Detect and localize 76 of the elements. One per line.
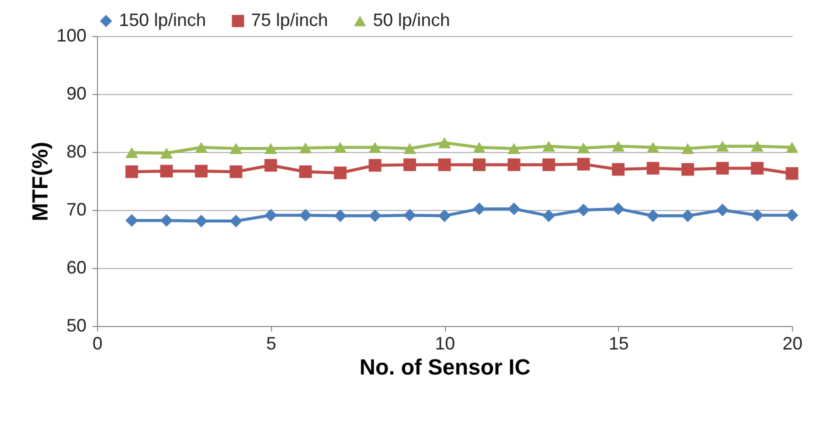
- point: [716, 204, 729, 216]
- point: [472, 158, 486, 172]
- point: [194, 214, 208, 228]
- point: [750, 140, 764, 152]
- point: [368, 159, 382, 172]
- point: [403, 143, 416, 154]
- point: [160, 148, 173, 159]
- point: [716, 162, 729, 175]
- point: [334, 166, 347, 180]
- point: [160, 214, 173, 227]
- x-axis-title: No. of Sensor IC: [359, 354, 531, 380]
- point: [299, 208, 312, 222]
- point: [577, 142, 590, 154]
- point: [230, 214, 242, 228]
- point: [646, 142, 660, 153]
- point: [612, 163, 625, 176]
- point: [334, 142, 347, 153]
- x-tick-label: 0: [92, 334, 103, 354]
- point: [403, 158, 416, 172]
- point: [786, 208, 798, 222]
- point: [264, 159, 278, 172]
- point: [612, 202, 625, 216]
- legend-label: 150 lp/inch: [119, 10, 206, 30]
- point: [194, 142, 208, 153]
- point: [160, 164, 173, 178]
- point: [646, 209, 660, 222]
- y-tick-label: 70: [66, 200, 86, 220]
- x-tick-label: 5: [266, 334, 276, 354]
- point: [368, 142, 382, 153]
- point: [230, 165, 242, 178]
- point: [508, 143, 520, 154]
- point: [508, 158, 520, 172]
- point: [472, 202, 486, 216]
- point: [125, 165, 138, 178]
- point: [750, 208, 764, 222]
- y-axis-title: MTF(%): [27, 142, 52, 222]
- point: [612, 140, 625, 152]
- y-tick-label: 60: [66, 258, 86, 278]
- point: [194, 164, 208, 178]
- x-tick-label: 15: [608, 334, 629, 354]
- point: [472, 142, 486, 153]
- y-tick-label: 80: [66, 142, 86, 162]
- y-tick-label: 100: [56, 26, 86, 46]
- point: [542, 140, 556, 152]
- point: [681, 143, 694, 154]
- point: [299, 165, 312, 178]
- point: [438, 137, 451, 148]
- point: [681, 163, 694, 176]
- y-tick-label: 50: [66, 316, 86, 336]
- point: [438, 158, 451, 172]
- point: [125, 147, 138, 158]
- legend-label: 75 lp/inch: [251, 10, 328, 30]
- point: [299, 142, 312, 154]
- point: [264, 143, 278, 154]
- point: [577, 158, 590, 171]
- point: [646, 162, 660, 175]
- point: [508, 202, 520, 216]
- point: [264, 208, 278, 222]
- point: [786, 142, 798, 153]
- x-tick-label: 20: [782, 334, 803, 354]
- x-tick-label: 10: [434, 334, 456, 354]
- point: [542, 158, 556, 172]
- point: [125, 214, 138, 227]
- point: [681, 209, 694, 222]
- point: [368, 209, 382, 222]
- point: [750, 162, 764, 175]
- point: [403, 208, 416, 222]
- point: [334, 209, 347, 222]
- point: [438, 209, 451, 222]
- point: [230, 143, 242, 154]
- point: [716, 140, 729, 152]
- legend-label: 50 lp/inch: [373, 10, 450, 30]
- point: [577, 204, 590, 216]
- point: [542, 209, 556, 222]
- point: [786, 167, 798, 180]
- y-tick-label: 90: [66, 84, 86, 104]
